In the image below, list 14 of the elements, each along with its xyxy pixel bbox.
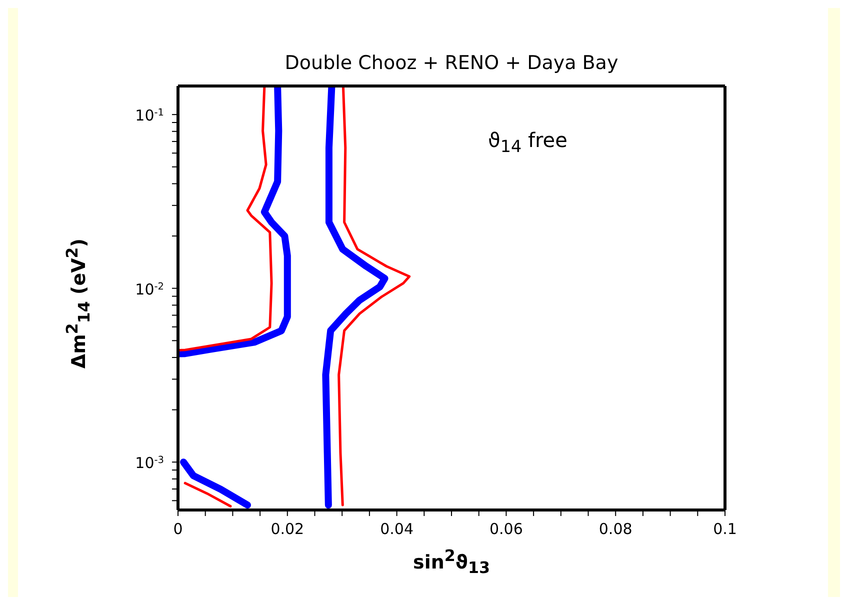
y-tick-label: 10$^{-1}$ (135, 106, 164, 125)
x-axis-title: sin$^{2}$ϑ$_{13}$ (412, 546, 491, 578)
y-tick-label: 10$^{-2}$ (135, 280, 164, 298)
x-tick-label: 0.02 (270, 520, 304, 538)
chart-title: Double Chooz + RENO + Daya Bay (284, 52, 620, 74)
x-tick-label: 0.04 (380, 520, 414, 538)
annotation: ϑ$_{14}$ free (488, 128, 568, 156)
x-tick-label: 0.1 (713, 520, 737, 538)
line-series (178, 86, 273, 352)
x-tick-label: 0 (173, 520, 183, 538)
y-tick-label: 10$^{-3}$ (135, 454, 164, 472)
line-series (338, 86, 411, 506)
x-tick-label: 0.06 (489, 520, 523, 538)
x-tick-label: 0.08 (598, 520, 632, 538)
